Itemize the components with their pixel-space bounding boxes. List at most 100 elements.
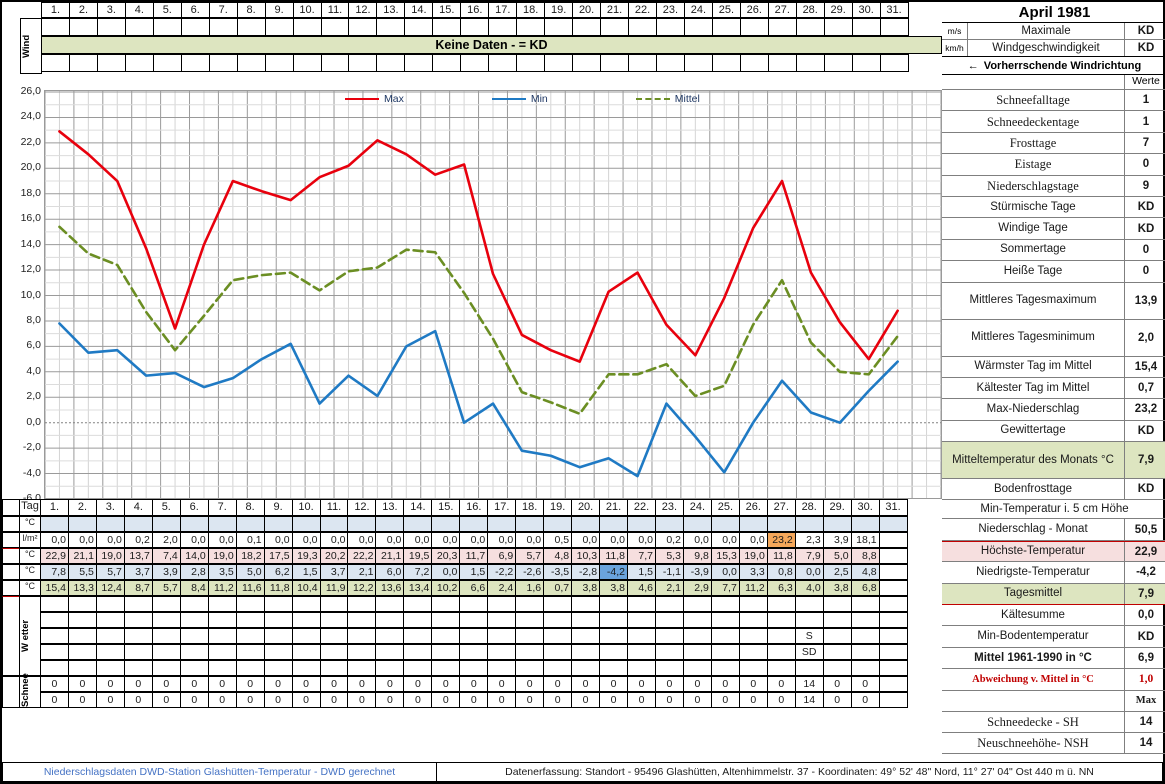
table-cell[interactable]: -3,9: [682, 564, 712, 580]
table-cell[interactable]: [207, 596, 237, 612]
table-cell[interactable]: 13,6: [375, 580, 405, 596]
table-cell[interactable]: [738, 596, 768, 612]
table-cell[interactable]: 0: [543, 676, 573, 692]
table-cell[interactable]: 4,0: [794, 580, 824, 596]
table-cell[interactable]: [67, 644, 97, 660]
table-cell[interactable]: [766, 612, 796, 628]
table-cell[interactable]: 0,0: [319, 532, 349, 548]
table-cell[interactable]: 8,7: [123, 580, 153, 596]
table-cell[interactable]: 30.: [850, 499, 880, 516]
table-cell[interactable]: [95, 644, 125, 660]
table-cell[interactable]: [878, 644, 908, 660]
wind-cell[interactable]: [208, 18, 238, 36]
wind-cell[interactable]: [68, 54, 98, 72]
wind-cell[interactable]: [432, 18, 462, 36]
table-cell[interactable]: 1,5: [459, 564, 489, 580]
table-cell[interactable]: 0: [347, 692, 377, 708]
table-cell[interactable]: [459, 660, 489, 676]
table-cell[interactable]: 0: [822, 692, 852, 708]
wind-cell[interactable]: [41, 54, 70, 72]
table-cell[interactable]: [850, 612, 880, 628]
table-cell[interactable]: 6,9: [487, 548, 517, 564]
table-cell[interactable]: 0: [151, 676, 181, 692]
table-cell[interactable]: [571, 660, 601, 676]
wind-cell[interactable]: [348, 18, 378, 36]
table-cell[interactable]: [515, 612, 545, 628]
wind-cell[interactable]: [152, 54, 182, 72]
table-cell[interactable]: [599, 660, 629, 676]
wind-cell[interactable]: [41, 18, 70, 36]
wind-cell[interactable]: [236, 18, 266, 36]
table-cell[interactable]: [850, 516, 880, 532]
table-cell[interactable]: 0: [403, 692, 433, 708]
table-cell[interactable]: [179, 644, 209, 660]
table-cell[interactable]: [263, 628, 293, 644]
table-cell[interactable]: 10.: [291, 499, 321, 516]
table-cell[interactable]: [766, 628, 796, 644]
table-cell[interactable]: 6,0: [375, 564, 405, 580]
table-cell[interactable]: [123, 612, 153, 628]
wind-cell[interactable]: [516, 54, 546, 72]
table-cell[interactable]: 0,0: [431, 564, 461, 580]
table-cell[interactable]: [431, 644, 461, 660]
table-cell[interactable]: [123, 516, 153, 532]
wind-cell[interactable]: [739, 18, 769, 36]
table-cell[interactable]: 0: [515, 692, 545, 708]
table-cell[interactable]: [123, 644, 153, 660]
table-cell[interactable]: 0,0: [710, 564, 740, 580]
table-cell[interactable]: [654, 644, 684, 660]
table-cell[interactable]: 11.: [319, 499, 349, 516]
table-cell[interactable]: [682, 596, 712, 612]
table-cell[interactable]: [794, 516, 824, 532]
table-cell[interactable]: 0,0: [794, 564, 824, 580]
table-cell[interactable]: [291, 628, 321, 644]
table-cell[interactable]: [40, 516, 69, 532]
table-cell[interactable]: [67, 516, 97, 532]
wind-cell[interactable]: [572, 18, 602, 36]
table-cell[interactable]: 0: [627, 676, 656, 692]
table-cell[interactable]: 20,3: [431, 548, 461, 564]
table-cell[interactable]: 0: [766, 676, 796, 692]
table-cell[interactable]: 0: [263, 676, 293, 692]
table-cell[interactable]: 0: [67, 692, 97, 708]
table-cell[interactable]: [207, 644, 237, 660]
table-cell[interactable]: 5,0: [822, 548, 852, 564]
table-cell[interactable]: [235, 644, 265, 660]
table-cell[interactable]: 12,4: [95, 580, 125, 596]
table-cell[interactable]: [431, 612, 461, 628]
table-cell[interactable]: [95, 612, 125, 628]
table-cell[interactable]: 7,7: [710, 580, 740, 596]
table-cell[interactable]: 0: [123, 692, 153, 708]
table-cell[interactable]: [235, 660, 265, 676]
table-cell[interactable]: [682, 612, 712, 628]
wind-cell[interactable]: [208, 54, 238, 72]
table-cell[interactable]: 0,0: [738, 532, 768, 548]
table-cell[interactable]: 21,1: [67, 548, 97, 564]
table-cell[interactable]: 0: [123, 676, 153, 692]
wind-cell[interactable]: [488, 18, 518, 36]
table-cell[interactable]: [151, 596, 181, 612]
table-cell[interactable]: 0: [710, 676, 740, 692]
table-cell[interactable]: 2,1: [654, 580, 684, 596]
table-cell[interactable]: [487, 612, 517, 628]
table-cell[interactable]: 15,4: [40, 580, 69, 596]
wind-cell[interactable]: [655, 54, 685, 72]
wind-cell[interactable]: [320, 54, 350, 72]
wind-cell[interactable]: [795, 54, 825, 72]
wind-cell[interactable]: [376, 54, 406, 72]
table-cell[interactable]: 0,0: [179, 532, 209, 548]
table-cell[interactable]: [67, 628, 97, 644]
table-cell[interactable]: 0: [459, 676, 489, 692]
table-cell[interactable]: 13,3: [67, 580, 97, 596]
table-cell[interactable]: 0,0: [347, 532, 377, 548]
table-cell[interactable]: 25.: [710, 499, 740, 516]
table-cell[interactable]: 0: [319, 676, 349, 692]
wind-cell[interactable]: [628, 54, 657, 72]
table-cell[interactable]: 1,6: [515, 580, 545, 596]
table-cell[interactable]: [319, 612, 349, 628]
table-cell[interactable]: [822, 612, 852, 628]
table-cell[interactable]: [403, 628, 433, 644]
table-cell[interactable]: 5,3: [654, 548, 684, 564]
table-cell[interactable]: 0,0: [599, 532, 629, 548]
table-cell[interactable]: [599, 628, 629, 644]
